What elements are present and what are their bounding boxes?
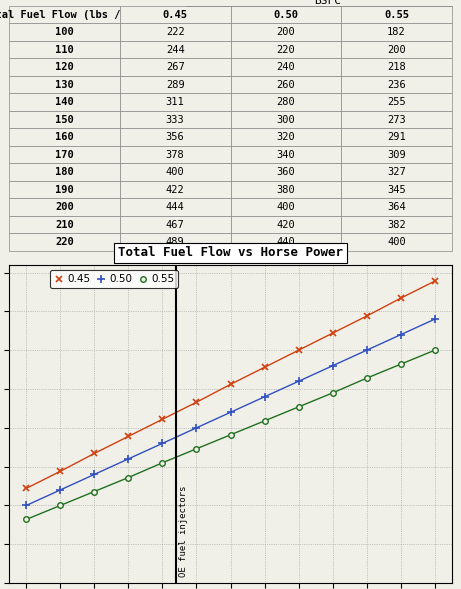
Text: BSFC: BSFC: [314, 0, 341, 6]
Text: OE fuel injectors: OE fuel injectors: [179, 485, 189, 577]
Legend: 0.45, 0.50, 0.55: 0.45, 0.50, 0.55: [50, 270, 178, 289]
Title: Total Fuel Flow vs Horse Power: Total Fuel Flow vs Horse Power: [118, 246, 343, 260]
